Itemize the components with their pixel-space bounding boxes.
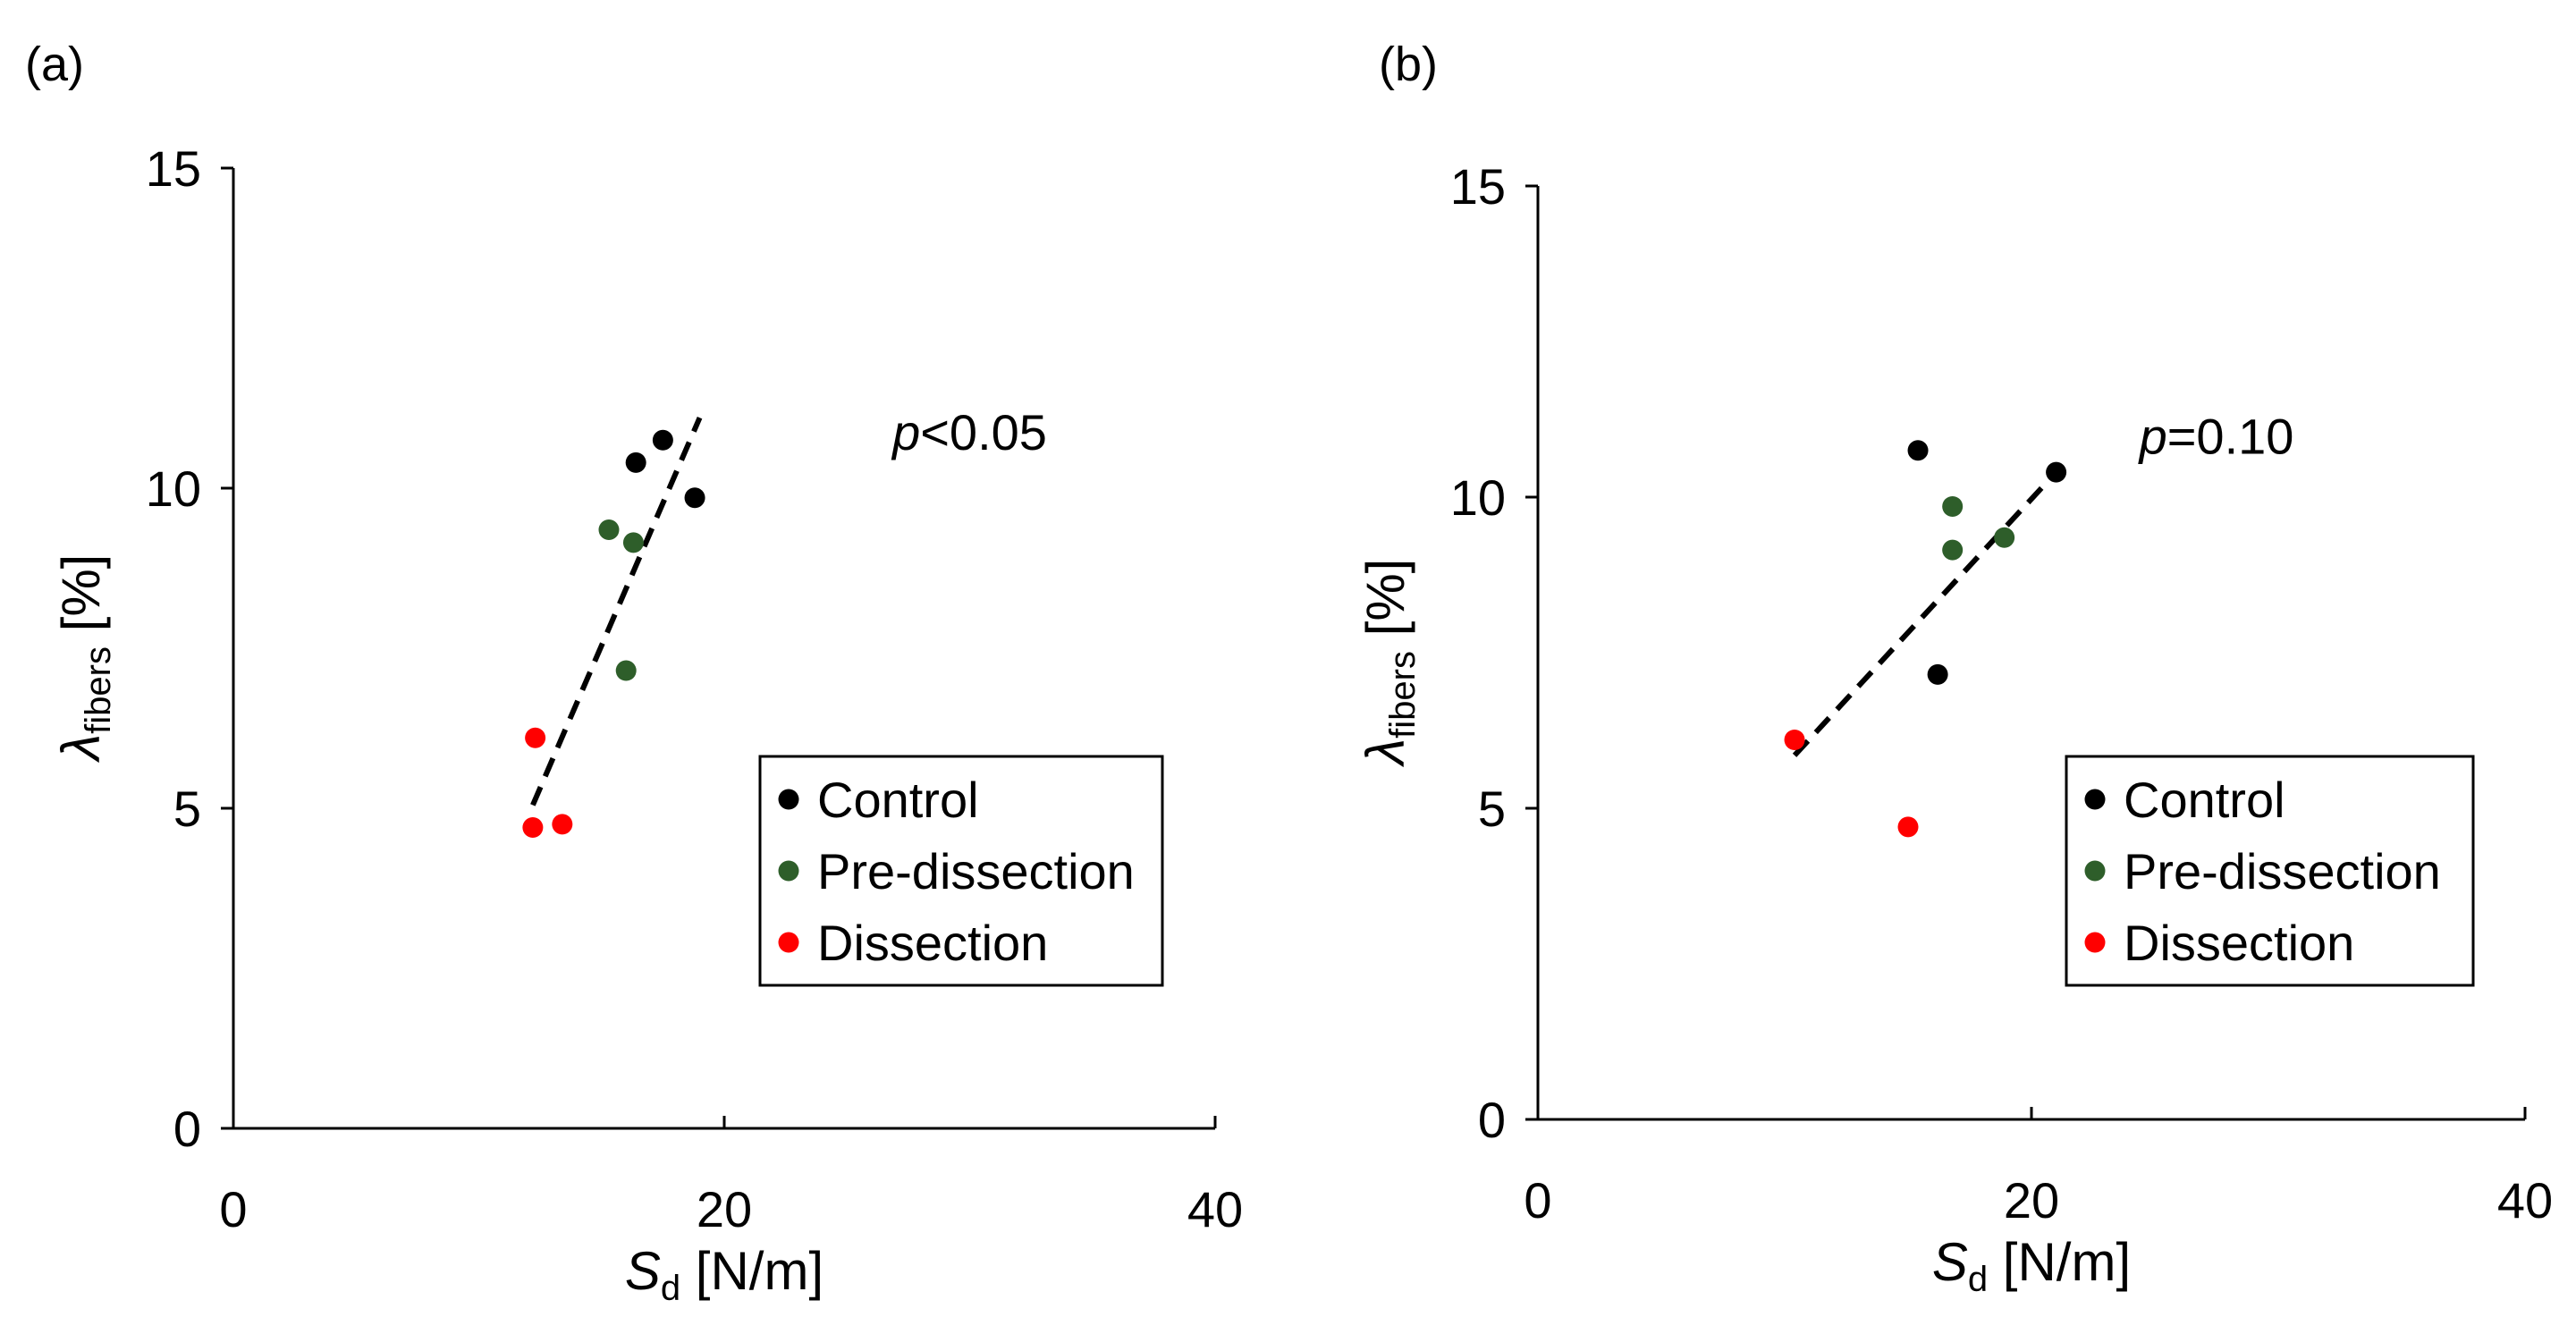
data-point-pre-dissection [615,660,637,681]
legend-marker-pre-dissection [778,860,799,882]
x-tick-label: 0 [1524,1172,1551,1228]
data-point-dissection [522,816,544,838]
y-axis-label: λfibers [%] [51,554,118,764]
legend-label-pre-dissection: Pre-dissection [2124,843,2441,899]
data-point-pre-dissection [1942,539,1964,561]
legend-box [2065,755,2475,987]
data-point-control [2046,461,2067,483]
legend-label-dissection: Dissection [2124,915,2354,971]
legend-marker-control [2084,789,2106,810]
data-point-pre-dissection [1942,495,1964,517]
legend: Control Pre-dissection Dissection [758,755,1164,987]
y-tick-label: 5 [1478,781,1506,837]
data-point-dissection [552,814,573,835]
x-axis-label: Sd [N/m] [625,1241,823,1308]
legend-marker-pre-dissection [2084,860,2106,882]
y-tick-label: 15 [1450,158,1506,215]
data-point-dissection [1897,816,1919,838]
y-tick-label: 15 [146,140,201,197]
data-point-control [1907,440,1929,461]
data-point-control [652,429,673,451]
legend-label-control: Control [2124,772,2285,828]
data-point-dissection [1784,729,1805,750]
x-tick-label: 0 [219,1181,247,1237]
y-tick-label: 0 [173,1101,201,1157]
legend: Control Pre-dissection Dissection [2065,755,2475,987]
legend-label-dissection: Dissection [817,915,1048,971]
data-point-pre-dissection [598,519,620,541]
legend-box [758,755,1164,987]
legend-label-control: Control [817,772,979,828]
panel-a: (a) 0 5 10 15 0 20 40 Sd [N/m] λfibers [%] p<0.05 C… [25,38,1243,1308]
p-value-annotation: p=0.10 [2138,408,2294,464]
y-axis-label: λfibers [%] [1356,559,1423,768]
trendline [1792,470,2058,757]
legend-marker-dissection [778,932,799,953]
data-point-dissection [525,727,546,748]
x-tick-label: 20 [2004,1172,2059,1228]
data-point-control [1927,663,1948,685]
y-tick-label: 10 [146,460,201,517]
panel-label: (a) [25,38,84,91]
data-point-pre-dissection [1994,527,2015,548]
legend-marker-control [778,789,799,810]
y-tick-label: 10 [1450,469,1506,526]
p-value-annotation: p<0.05 [891,404,1047,460]
panel-label: (b) [1379,38,1438,91]
x-tick-label: 20 [697,1181,752,1237]
legend-marker-dissection [2084,932,2106,953]
panel-b: (b) 0 5 10 15 0 20 40 Sd [N/m] λfibers [%] p=0.10 C… [1356,38,2553,1299]
y-tick-label: 0 [1478,1092,1506,1148]
legend-label-pre-dissection: Pre-dissection [817,843,1135,899]
x-axis-label: Sd [N/m] [1932,1232,2131,1299]
x-tick-label: 40 [1187,1181,1243,1237]
y-tick-label: 5 [173,781,201,837]
x-tick-label: 40 [2497,1172,2553,1228]
data-point-control [625,452,646,473]
data-point-pre-dissection [622,532,644,553]
trendline [530,417,703,806]
data-point-control [684,487,705,509]
